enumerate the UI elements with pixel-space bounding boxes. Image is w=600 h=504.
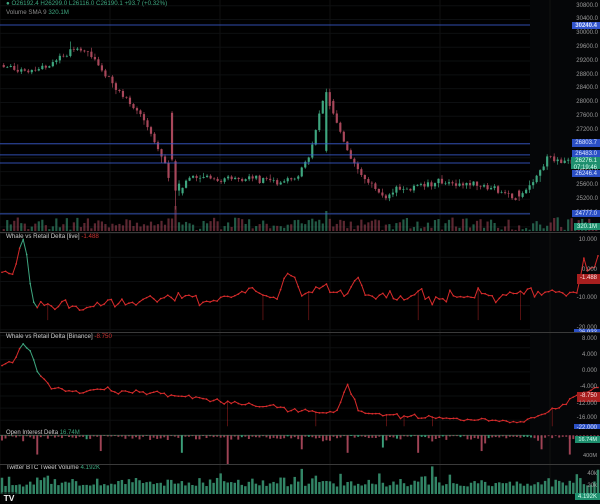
svg-text:TV: TV — [4, 493, 15, 503]
